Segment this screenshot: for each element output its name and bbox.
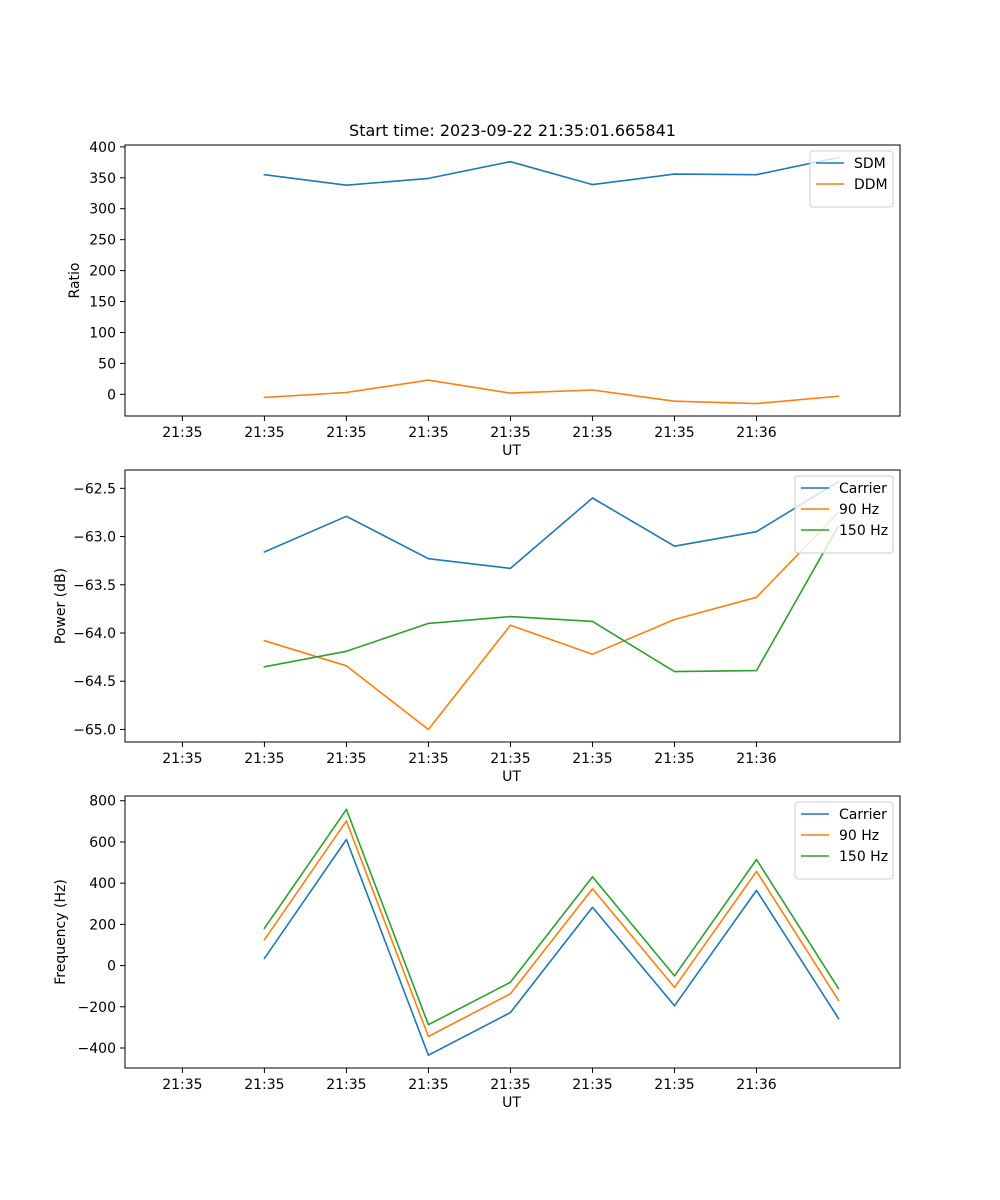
series-line-carrier [263, 838, 840, 1056]
x-tick-label: 21:35 [244, 751, 284, 767]
legend-label: 150 Hz [839, 523, 888, 539]
legend-label: Carrier [839, 807, 887, 823]
x-tick-label: 21:35 [244, 425, 284, 441]
x-tick-label: 21:35 [162, 425, 202, 441]
x-tick-label: 21:35 [162, 751, 202, 767]
x-tick-label: 21:36 [736, 1077, 776, 1093]
y-tick-label: 0 [107, 959, 116, 975]
x-tick-label: 21:35 [326, 751, 366, 767]
legend-label: 150 Hz [839, 849, 888, 865]
x-tick-label: 21:35 [572, 425, 612, 441]
legend-box [794, 475, 894, 554]
x-tick-label: 21:35 [572, 751, 612, 767]
x-tick-label: 21:35 [654, 1077, 694, 1093]
x-tick-label: 21:35 [490, 751, 530, 767]
x-tick-label: 21:35 [326, 425, 366, 441]
series-line-150-hz [263, 524, 840, 673]
y-tick-label: 250 [89, 233, 116, 249]
legend: Carrier 90 Hz 150 Hz [794, 475, 894, 554]
x-tick-label: 21:35 [408, 751, 448, 767]
x-tick-label: 21:35 [490, 425, 530, 441]
series-line-90-hz [263, 511, 840, 731]
y-tick-label: 0 [107, 387, 116, 403]
y-tick-label: −200 [78, 1000, 116, 1016]
y-tick-label: 350 [89, 171, 116, 187]
legend-label: DDM [854, 177, 888, 193]
axes-frame [124, 144, 901, 417]
subplot-3: 21:35 21:35 21:35 21:35 21:35 21:35 21:35 21:36… [53, 794, 901, 1111]
legend: Carrier 90 Hz 150 Hz [794, 801, 894, 880]
y-tick-label: 400 [89, 876, 116, 892]
x-tick-label: 21:36 [736, 751, 776, 767]
subplot-1: 21:35 21:35 21:35 21:35 21:35 21:35 21:35 21:36… [67, 121, 901, 459]
legend: SDM DDM [809, 150, 894, 208]
series-line-sdm [263, 156, 840, 186]
y-axis-label: Power (dB) [53, 568, 69, 644]
x-tick-label: 21:36 [736, 425, 776, 441]
legend-label: Carrier [839, 481, 887, 497]
y-tick-label: −63.0 [73, 530, 116, 546]
y-axis-label: Frequency (Hz) [53, 879, 69, 985]
subplot-2: 21:35 21:35 21:35 21:35 21:35 21:35 21:35 21:36… [53, 469, 901, 785]
y-tick-label: 800 [89, 794, 116, 810]
x-tick-label: 21:35 [490, 1077, 530, 1093]
y-tick-label: 600 [89, 835, 116, 851]
chart-title: Start time: 2023-09-22 21:35:01.665841 [349, 121, 676, 140]
x-tick-label: 21:35 [162, 1077, 202, 1093]
x-tick-label: 21:35 [572, 1077, 612, 1093]
series-line-150-hz [263, 808, 840, 1026]
x-tick-label: 21:35 [408, 1077, 448, 1093]
x-tick-label: 21:35 [408, 425, 448, 441]
legend-box [794, 801, 894, 880]
y-tick-label: −64.5 [73, 674, 116, 690]
x-axis-label: UT [502, 1095, 521, 1111]
y-tick-label: −400 [78, 1041, 116, 1057]
legend-label: 90 Hz [839, 828, 879, 844]
y-tick-label: −65.0 [73, 722, 116, 738]
y-tick-label: 400 [89, 140, 116, 156]
x-tick-label: 21:35 [654, 751, 694, 767]
x-axis-label: UT [502, 443, 521, 459]
y-tick-label: 300 [89, 202, 116, 218]
y-tick-label: 150 [89, 295, 116, 311]
y-axis-label: Ratio [67, 263, 83, 299]
y-tick-label: 100 [89, 325, 116, 341]
x-axis-label: UT [502, 769, 521, 785]
y-tick-label: −64.0 [73, 626, 116, 642]
y-tick-label: −63.5 [73, 578, 116, 594]
y-tick-label: 50 [98, 356, 116, 372]
axes-frame [124, 795, 901, 1069]
series-line-carrier [263, 480, 840, 570]
legend-label: 90 Hz [839, 502, 879, 518]
series-line-ddm [263, 379, 840, 405]
y-tick-label: −62.5 [73, 481, 116, 497]
x-tick-label: 21:35 [654, 425, 694, 441]
y-tick-label: 200 [89, 264, 116, 280]
x-tick-label: 21:35 [326, 1077, 366, 1093]
x-tick-label: 21:35 [244, 1077, 284, 1093]
y-tick-label: 200 [89, 917, 116, 933]
legend-box [809, 150, 894, 208]
axes-frame [124, 469, 901, 743]
series-line-90-hz [263, 820, 840, 1038]
legend-label: SDM [854, 156, 886, 172]
